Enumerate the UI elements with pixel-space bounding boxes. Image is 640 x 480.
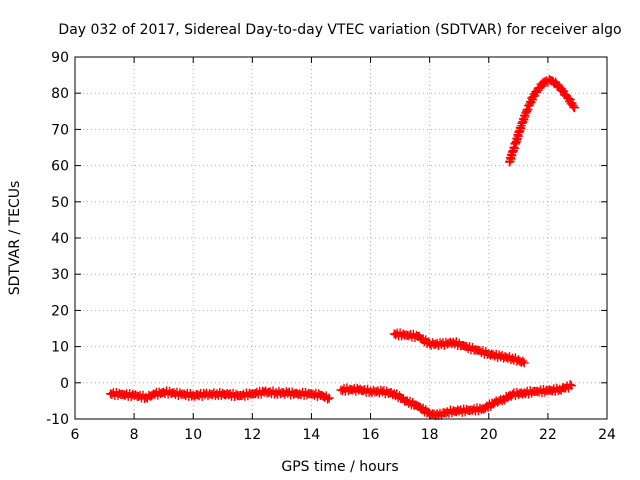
data-point-marker: [519, 358, 529, 368]
y-tick-label: 50: [51, 195, 69, 211]
data-point-marker: [567, 98, 577, 108]
y-tick-label: 90: [51, 50, 69, 66]
x-tick-label: 24: [598, 427, 616, 443]
data-point-marker: [535, 83, 545, 93]
y-tick-label: 40: [51, 231, 69, 247]
x-tick-label: 16: [362, 427, 380, 443]
y-tick-label: 30: [51, 267, 69, 283]
x-tick-label: 14: [303, 427, 321, 443]
y-tick-label: 0: [60, 376, 69, 392]
y-tick-label: 10: [51, 340, 69, 356]
data-point-marker: [323, 394, 333, 404]
y-tick-label: 70: [51, 122, 69, 138]
y-tick-label: 60: [51, 159, 69, 175]
x-tick-label: 18: [421, 427, 439, 443]
x-tick-label: 22: [539, 427, 557, 443]
x-axis-label: GPS time / hours: [281, 459, 398, 475]
y-axis-ticks: -10 0 10 20 30 40 50 60 70 80 90: [46, 50, 607, 428]
x-tick-label: 12: [243, 427, 261, 443]
data-point-marker: [565, 380, 575, 390]
x-axis-ticks: 6 8 10 12 14 16 18 20 22 24: [71, 57, 616, 443]
x-tick-label: 20: [480, 427, 498, 443]
plot-frame: [74, 56, 608, 420]
data-point-marker: [567, 381, 576, 391]
data-point-marker: [324, 393, 334, 403]
x-tick-label: 10: [184, 427, 202, 443]
x-tick-label: 6: [71, 427, 80, 443]
chart-title: Day 032 of 2017, Sidereal Day-to-day VTE…: [58, 22, 621, 38]
y-tick-label: 80: [51, 86, 69, 102]
grid-layer: [75, 57, 607, 419]
y-axis-label: SDTVAR / TECUs: [7, 181, 23, 296]
y-tick-label: 20: [51, 303, 69, 319]
x-tick-label: 8: [130, 427, 139, 443]
data-points: [106, 74, 579, 421]
data-point-marker: [518, 356, 528, 366]
data-point-marker: [570, 103, 579, 113]
y-tick-label: -10: [46, 412, 69, 428]
